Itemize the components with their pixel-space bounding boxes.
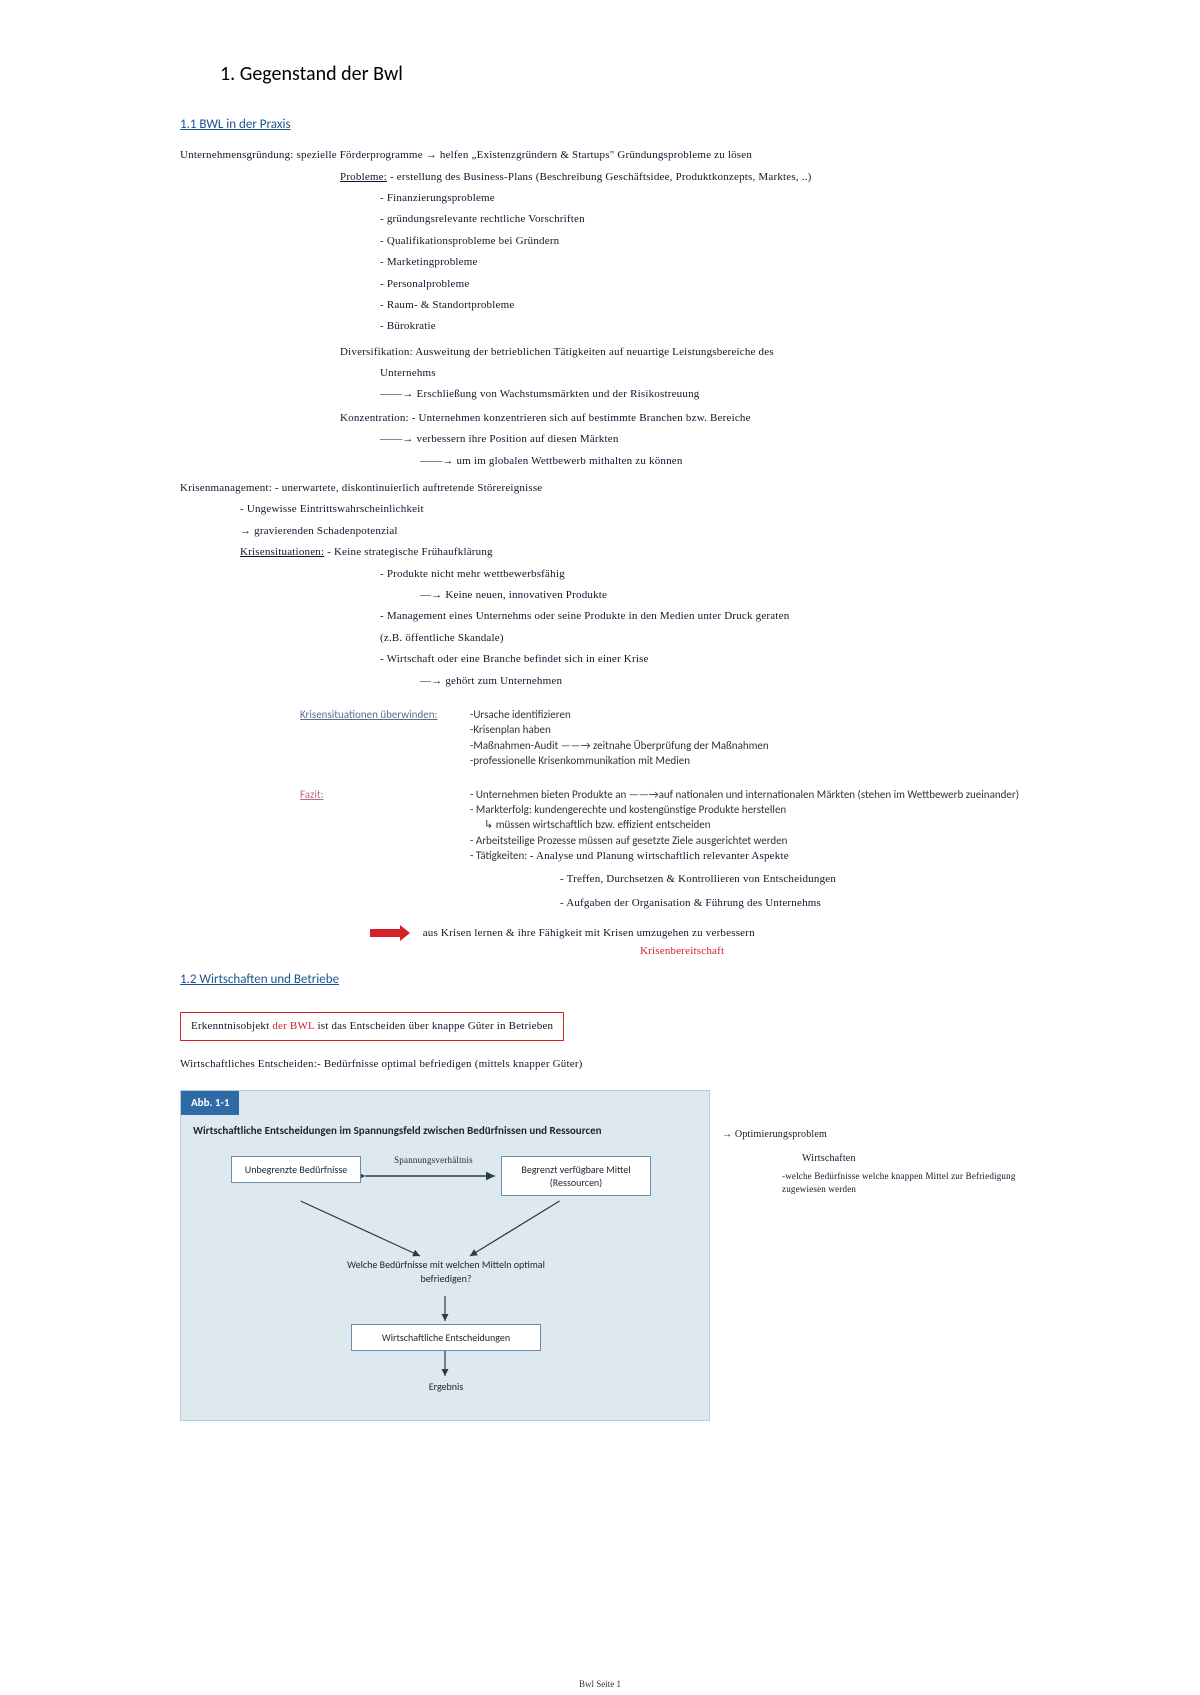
ku-1: -Ursache identifizieren xyxy=(470,707,1050,722)
fazit-1: - Unternehmen bieten Produkte an ——→auf … xyxy=(470,787,1050,802)
box-ergebnis: Ergebnis xyxy=(411,1380,481,1394)
probleme-item-1: - erstellung des Business-Plans (Beschre… xyxy=(390,171,812,183)
abb-1-1-figure: Abb. 1-1 Wirtschaftliche Entscheidungen … xyxy=(180,1090,710,1421)
page: 1. Gegenstand der Bwl 1.1 BWL in der Pra… xyxy=(0,0,1200,1441)
wirt-entscheiden: Wirtschaftliches Entscheiden:- Bedürfnis… xyxy=(180,1057,1050,1072)
fazit-4-row: - Tätigkeiten: - Analyse und Planung wir… xyxy=(470,848,1050,864)
konzentration-1: Konzentration: - Unternehmen konzentrier… xyxy=(340,411,1050,426)
krisensit-3: —→ Keine neuen, innovativen Produkte xyxy=(420,588,1050,603)
probleme-item-4: - Qualifikationsprobleme bei Gründern xyxy=(380,234,1050,249)
krisenmgmt-3: → gravierenden Schadenpotenzial xyxy=(240,524,1050,539)
fazit-3: - Arbeitsteilige Prozesse müssen auf ges… xyxy=(470,833,1050,848)
ku-4: -professionelle Krisenkommunikation mit … xyxy=(470,753,1050,768)
diversifikation-3: ——→ Erschließung von Wachstumsmärkten un… xyxy=(380,387,1050,402)
page-title: 1. Gegenstand der Bwl xyxy=(220,60,1050,88)
krisensit-1: - Keine strategische Frühaufklärung xyxy=(327,546,493,558)
diversifikation-1: Diversifikation: Ausweitung der betriebl… xyxy=(340,345,1050,360)
krisensit-7: —→ gehört zum Unternehmen xyxy=(420,674,1050,689)
red-text-1: aus Krisen lernen & ihre Fähigkeit mit K… xyxy=(423,927,755,939)
krisensit-4: - Management eines Unternehms oder seine… xyxy=(380,609,1050,624)
ku-3: -Maßnahmen-Audit ——→ zeitnahe Überprüfun… xyxy=(470,738,1050,753)
mid-question: Welche Bedürfnisse mit welchen Mitteln o… xyxy=(336,1258,556,1286)
erk-post: ist das Entscheiden über knappe Güter in… xyxy=(318,1020,554,1032)
fazit-2b: ↳ müssen wirtschaftlich bzw. effizient e… xyxy=(484,817,1050,832)
box-begrenzt: Begrenzt verfügbare Mittel (Ressourcen) xyxy=(501,1156,651,1196)
red-arrow-line: aus Krisen lernen & ihre Fähigkeit mit K… xyxy=(370,925,1050,942)
diversifikation-2: Unternehms xyxy=(380,366,1050,381)
krisen-ueberwinden-items: -Ursache identifizieren -Krisenplan habe… xyxy=(470,707,1050,769)
krisensit-2: - Produkte nicht mehr wettbewerbsfähig xyxy=(380,567,1050,582)
fazit-4b: - Treffen, Durchsetzen & Kontrollieren v… xyxy=(560,872,1050,887)
fazit-label: Fazit: xyxy=(300,787,450,912)
krisen-ueberwinden-label: Krisensituationen überwinden: xyxy=(300,707,450,769)
box-decision: Wirtschaftliche Entscheidungen xyxy=(351,1324,541,1351)
page-footer: Bwl Seite 1 xyxy=(579,1679,621,1689)
probleme-item-2: - Finanzierungsprobleme xyxy=(380,191,1050,206)
probleme-label: Probleme: xyxy=(340,171,387,183)
erk-pre: Erkenntnisobjekt xyxy=(191,1020,272,1032)
krisen-ueberwinden-block: Krisensituationen überwinden: -Ursache i… xyxy=(300,707,1050,769)
krisensit-block: Krisensituationen: - Keine strategische … xyxy=(240,545,1050,560)
ku-2: -Krisenplan haben xyxy=(470,722,1050,737)
konzentration-3: ——→ um im globalen Wettbewerb mithalten … xyxy=(420,454,1050,469)
side-2: Wirtschaften xyxy=(802,1152,1032,1166)
fazit-block: Fazit: - Unternehmen bieten Produkte an … xyxy=(300,787,1050,912)
krisensit-6: - Wirtschaft oder eine Branche befindet … xyxy=(380,652,1050,667)
fazit-2: - Markterfolg: kundengerechte und kosten… xyxy=(470,802,1050,817)
box-unbegrenzte: Unbegrenzte Bedürfnisse xyxy=(231,1156,361,1183)
abb-canvas: Unbegrenzte Bedürfnisse Begrenzt verfügb… xyxy=(191,1146,699,1406)
krisensit-5: (z.B. öffentliche Skandale) xyxy=(380,631,1050,646)
section-1-1-heading: 1.1 BWL in der Praxis xyxy=(180,116,1050,134)
fazit-4c: - Aufgaben der Organisation & Führung de… xyxy=(560,896,1050,911)
fazit-4-lead: - Tätigkeiten: xyxy=(470,849,527,862)
abb-header: Abb. 1-1 xyxy=(181,1091,239,1114)
abb-title: Wirtschaftliche Entscheidungen im Spannu… xyxy=(181,1115,709,1146)
side-3: -welche Bedürfnisse welche knappen Mitte… xyxy=(782,1170,1032,1195)
krisenmgmt-1: Krisenmanagement: - unerwartete, diskont… xyxy=(180,481,1050,496)
probleme-item-8: - Bürokratie xyxy=(380,319,1050,334)
probleme-item-7: - Raum- & Standortprobleme xyxy=(380,298,1050,313)
krisensit-label: Krisensituationen: xyxy=(240,546,324,558)
fazit-4a: - Analyse und Planung wirtschaftlich rel… xyxy=(530,850,789,862)
red-text-2: Krisenbereitschaft xyxy=(640,944,1050,959)
arrow-red-icon xyxy=(370,929,400,937)
probleme-item-5: - Marketingprobleme xyxy=(380,255,1050,270)
probleme-block: Probleme: - erstellung des Business-Plan… xyxy=(340,170,1050,185)
krisenmgmt-2: - Ungewisse Eintrittswahrscheinlichkeit xyxy=(240,502,1050,517)
probleme-item-6: - Personalprobleme xyxy=(380,277,1050,292)
erkenntnisobjekt-box: Erkenntnisobjekt der BWL ist das Entsche… xyxy=(180,1012,564,1041)
fazit-items: - Unternehmen bieten Produkte an ——→auf … xyxy=(470,787,1050,912)
abb-side-notes: → Optimierungsproblem Wirtschaften -welc… xyxy=(722,1128,1032,1195)
spannungs-label: Spannungsverhältnis xyxy=(376,1154,491,1167)
erk-red: der BWL xyxy=(272,1020,314,1032)
section-1-2-heading: 1.2 Wirtschaften und Betriebe xyxy=(180,971,1050,989)
side-1: → Optimierungsproblem xyxy=(722,1128,1032,1142)
konzentration-2: ——→ verbessern ihre Position auf diesen … xyxy=(380,432,1050,447)
line-intro: Unternehmensgründung: spezielle Förderpr… xyxy=(180,148,1050,163)
probleme-item-3: - gründungsrelevante rechtliche Vorschri… xyxy=(380,212,1050,227)
